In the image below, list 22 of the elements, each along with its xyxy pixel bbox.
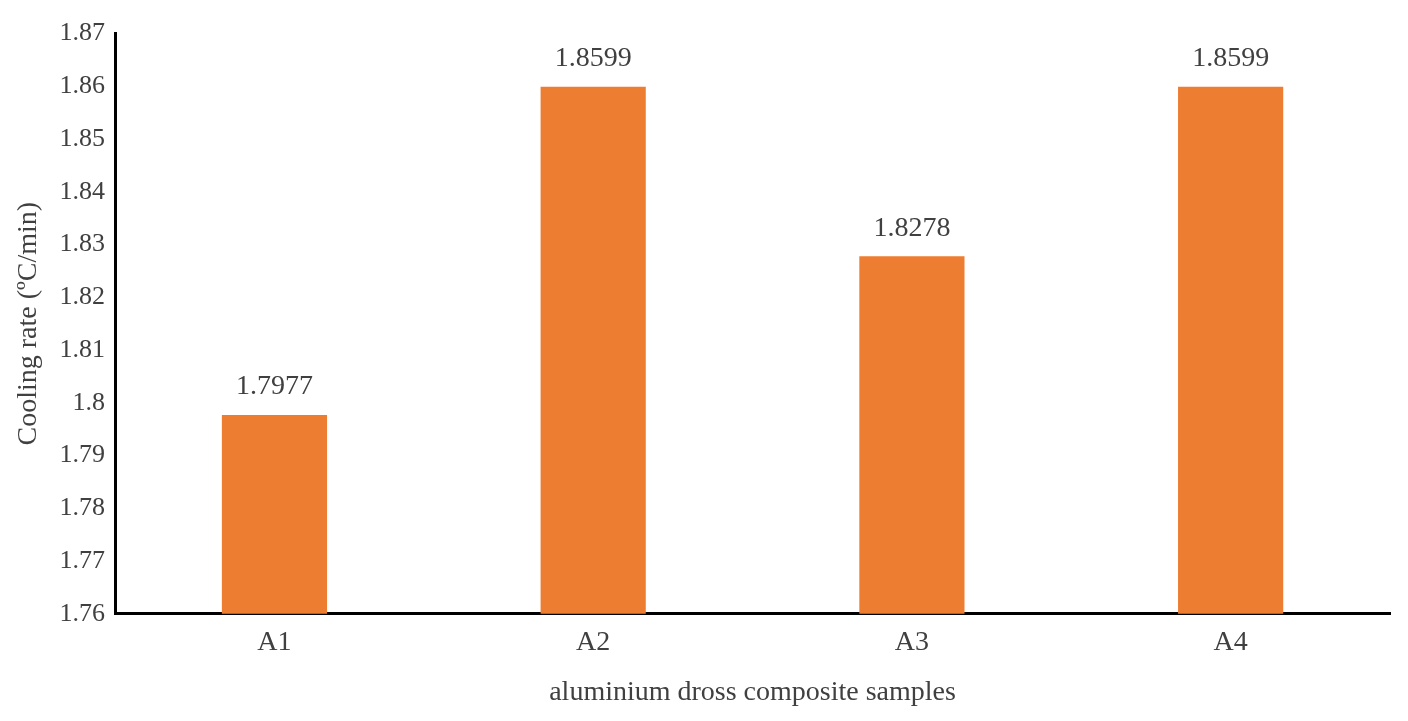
data-label: 1.8599 [554,41,632,73]
x-axis-title: aluminium dross composite samples [549,674,956,706]
y-tick-label: 1.83 [59,228,106,258]
y-tick-label: 1.81 [59,333,106,363]
y-tick-label: 1.8 [72,386,106,416]
y-tick-label: 1.79 [59,439,106,469]
y-tick-label: 1.82 [59,281,106,311]
y-tick-label: 1.76 [59,597,106,627]
x-tick-label: A2 [576,624,611,656]
y-tick-label: 1.86 [59,70,106,100]
x-tick-label: A3 [894,624,930,656]
data-label: 1.8278 [873,210,951,242]
x-tick-label: A4 [1213,624,1248,656]
y-tick-label: 1.78 [59,492,106,522]
y-tick-label: 1.87 [59,17,106,47]
y-axis-title: Cooling rate (ºC/min) [11,201,43,446]
y-tick-label: 1.84 [59,175,106,205]
x-tick-label: A1 [257,624,292,656]
y-tick-label: 1.85 [59,122,106,152]
y-tick-label: 1.77 [59,544,106,574]
data-label: 1.7977 [235,369,313,401]
data-label: 1.8599 [1192,41,1270,73]
